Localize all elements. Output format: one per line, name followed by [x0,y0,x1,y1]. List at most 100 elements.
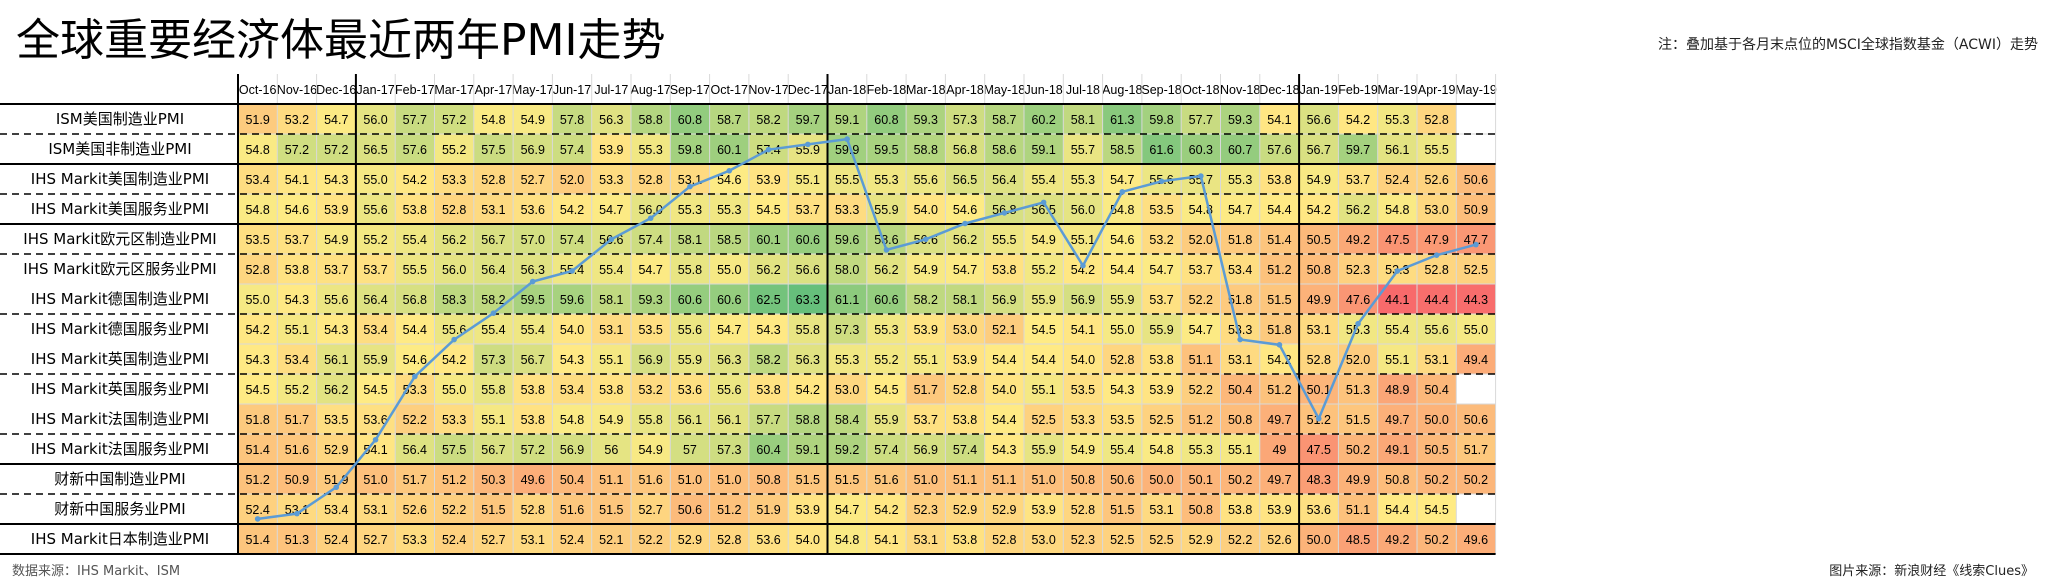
cell-value: 54.2 [1071,263,1095,277]
heat-cell [1141,464,1182,494]
cell-value: 52.8 [521,503,545,517]
heat-cell [316,344,356,374]
column-header: Oct-18 [1182,83,1220,97]
cell-value: 56.9 [560,443,584,457]
heat-cell [906,254,946,284]
heat-cell [552,464,592,494]
heat-cell [1063,464,1103,494]
heat-cell [591,314,631,344]
cell-value: 54.2 [1346,113,1370,127]
cell-value: 52.9 [678,533,702,547]
cell-value: 52.5 [1031,413,1055,427]
cell-value: 55.6 [678,323,702,337]
heat-cell [513,224,553,254]
heat-cell [1220,344,1260,374]
heat-cell [1417,254,1457,284]
cell-value: 55.9 [874,413,898,427]
cell-value: 50.4 [1424,383,1448,397]
acwi-point [765,146,772,153]
heat-cell [552,284,592,314]
heat-cell [631,434,671,464]
acwi-point [647,215,654,222]
cell-value: 53.4 [560,383,584,397]
heat-cell [827,374,867,404]
heat-cell [355,254,396,284]
cell-value: 51.1 [992,473,1016,487]
heat-cell [434,374,474,404]
cell-value: 52.8 [1424,263,1448,277]
cell-value: 56.2 [1346,203,1370,217]
heat-cell [434,254,474,284]
cell-value: 55.3 [874,173,898,187]
cell-value: 55.9 [363,353,387,367]
image-credit: 图片来源：新浪财经《线索Clues》 [1829,564,2034,579]
cell-value: 56.4 [363,293,387,307]
cell-value: 53.8 [953,413,977,427]
cell-value: 51.0 [678,473,702,487]
heat-cell [473,194,514,224]
heat-cell [238,224,278,254]
acwi-overlay-line [257,137,1477,521]
heat-cell [1063,284,1103,314]
heat-cell [395,224,435,254]
cell-value: 53.0 [835,383,859,397]
heat-cell [827,254,867,284]
cell-value: 58.7 [717,113,741,127]
heat-cell [434,224,474,254]
heat-cell [1181,434,1221,464]
cell-value: 52.0 [1346,353,1370,367]
column-header: Nov-18 [1220,83,1260,97]
cell-value: 58.1 [599,293,623,307]
cell-value: 52.6 [1424,173,1448,187]
cell-value: 57.4 [560,233,584,247]
cell-value: 50.8 [756,473,780,487]
cell-value: 57.2 [521,443,545,457]
heat-cell [748,224,789,254]
acwi-point [1119,189,1126,195]
heat-cell [552,224,592,254]
heat-cell [1417,134,1457,164]
cell-value: 52.8 [245,263,269,277]
heat-cell [709,314,749,344]
cell-value: 51.2 [1267,383,1291,397]
cell-value: 50.1 [1307,383,1331,397]
heat-cell [1456,404,1496,434]
cell-value: 60.8 [874,113,898,127]
heat-cell [277,164,317,194]
cell-value: 56.3 [521,263,545,277]
cell-value: 56.1 [324,353,348,367]
cell-value: 51.8 [245,413,269,427]
heat-cell [709,134,749,164]
heat-cell [238,344,278,374]
cell-value: 53.5 [1071,383,1095,397]
heat-cell [906,374,946,404]
cell-value: 55.9 [1149,323,1173,337]
heat-cell [709,224,749,254]
cell-value: 49.7 [1267,473,1291,487]
heat-cell [866,404,907,434]
cell-value: 53.7 [1149,293,1173,307]
cell-value: 54.5 [1031,323,1055,337]
heat-cell [1102,374,1142,404]
cell-value: 50.2 [1228,473,1252,487]
cell-value: 51.5 [1267,293,1291,307]
cell-value: 54.8 [481,113,505,127]
cell-value: 54.8 [560,413,584,427]
cell-value: 51.5 [481,503,505,517]
cell-value: 52.6 [1267,533,1291,547]
cell-value: 52.8 [953,383,977,397]
heat-cell [866,194,907,224]
cell-value: 44.1 [1385,293,1409,307]
cell-value: 57.4 [638,233,662,247]
cell-value: 63.3 [796,293,820,307]
heat-cell [277,224,317,254]
heat-cell [1456,464,1496,494]
heat-cell [1377,434,1417,464]
acwi-point [451,336,457,343]
cell-value: 54.7 [638,263,662,277]
heat-cell [1024,134,1064,164]
heat-cell [1456,284,1496,314]
cell-value: 55.9 [1031,443,1055,457]
heat-cell [1377,194,1417,224]
cell-value: 50.2 [1346,443,1370,457]
